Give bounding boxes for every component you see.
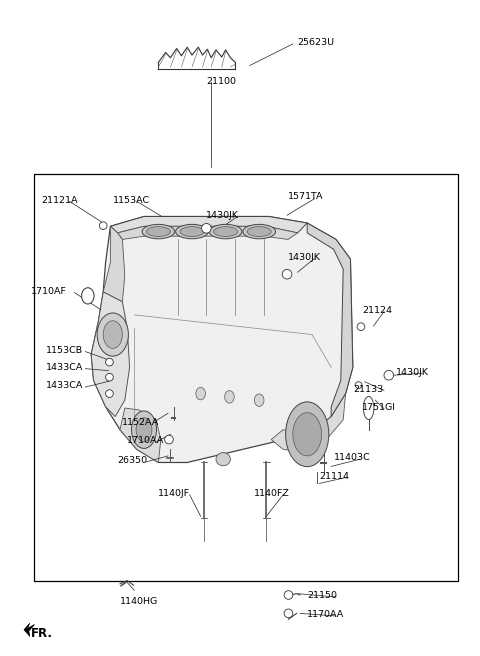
Ellipse shape bbox=[293, 413, 322, 456]
Text: 21121A: 21121A bbox=[41, 195, 77, 205]
Ellipse shape bbox=[286, 402, 329, 466]
Text: 1140HG: 1140HG bbox=[120, 597, 158, 606]
Text: 1153AC: 1153AC bbox=[113, 195, 150, 205]
Ellipse shape bbox=[176, 224, 208, 239]
Text: 11403C: 11403C bbox=[334, 453, 371, 462]
Text: 1140JF: 1140JF bbox=[158, 489, 191, 498]
Ellipse shape bbox=[142, 224, 175, 239]
Ellipse shape bbox=[106, 358, 113, 366]
Ellipse shape bbox=[103, 321, 122, 348]
Polygon shape bbox=[271, 394, 346, 453]
Polygon shape bbox=[118, 226, 298, 239]
Text: 1751GI: 1751GI bbox=[362, 403, 396, 412]
Ellipse shape bbox=[97, 313, 129, 356]
Ellipse shape bbox=[202, 224, 211, 233]
Ellipse shape bbox=[136, 418, 152, 441]
Text: 21133: 21133 bbox=[353, 384, 383, 394]
Polygon shape bbox=[91, 216, 353, 462]
Text: 1153CB: 1153CB bbox=[46, 346, 83, 355]
Text: 1433CA: 1433CA bbox=[46, 381, 83, 390]
Text: 1140FZ: 1140FZ bbox=[254, 489, 290, 498]
Bar bbox=[34, 174, 458, 581]
Ellipse shape bbox=[357, 323, 365, 331]
Ellipse shape bbox=[165, 435, 173, 444]
Text: FR.: FR. bbox=[31, 626, 53, 640]
Text: 1430JK: 1430JK bbox=[396, 368, 429, 377]
Text: 1152AA: 1152AA bbox=[122, 418, 160, 427]
Polygon shape bbox=[120, 408, 161, 462]
Polygon shape bbox=[103, 226, 125, 302]
Text: 1710AF: 1710AF bbox=[31, 287, 67, 297]
Ellipse shape bbox=[180, 226, 204, 237]
Ellipse shape bbox=[282, 270, 292, 279]
Ellipse shape bbox=[99, 222, 107, 230]
Polygon shape bbox=[110, 216, 307, 233]
Polygon shape bbox=[307, 223, 353, 417]
Text: 1430JK: 1430JK bbox=[288, 253, 321, 262]
Text: 25623U: 25623U bbox=[298, 38, 335, 47]
Text: 1571TA: 1571TA bbox=[288, 192, 324, 201]
Ellipse shape bbox=[216, 453, 230, 466]
Ellipse shape bbox=[225, 390, 234, 403]
Ellipse shape bbox=[363, 396, 374, 420]
Text: 1430JK: 1430JK bbox=[206, 211, 240, 220]
Ellipse shape bbox=[214, 226, 238, 237]
Text: 26350: 26350 bbox=[118, 456, 148, 465]
Ellipse shape bbox=[146, 226, 170, 237]
Ellipse shape bbox=[82, 288, 94, 304]
Text: 1710AA: 1710AA bbox=[127, 436, 165, 445]
Text: 1433CA: 1433CA bbox=[46, 363, 83, 372]
Ellipse shape bbox=[247, 226, 271, 237]
Ellipse shape bbox=[355, 382, 362, 388]
Ellipse shape bbox=[196, 387, 205, 400]
Text: 21150: 21150 bbox=[307, 591, 337, 600]
Ellipse shape bbox=[254, 394, 264, 407]
Ellipse shape bbox=[384, 371, 394, 380]
Ellipse shape bbox=[132, 411, 156, 449]
Ellipse shape bbox=[243, 224, 276, 239]
Polygon shape bbox=[91, 292, 130, 417]
Text: 1170AA: 1170AA bbox=[307, 610, 345, 619]
Ellipse shape bbox=[284, 609, 293, 618]
Text: 21124: 21124 bbox=[362, 306, 392, 315]
Polygon shape bbox=[24, 623, 35, 636]
Ellipse shape bbox=[106, 373, 113, 381]
Text: 21100: 21100 bbox=[206, 77, 236, 86]
Ellipse shape bbox=[209, 224, 242, 239]
Text: 21114: 21114 bbox=[319, 472, 349, 481]
Ellipse shape bbox=[284, 590, 293, 600]
Ellipse shape bbox=[106, 390, 113, 398]
